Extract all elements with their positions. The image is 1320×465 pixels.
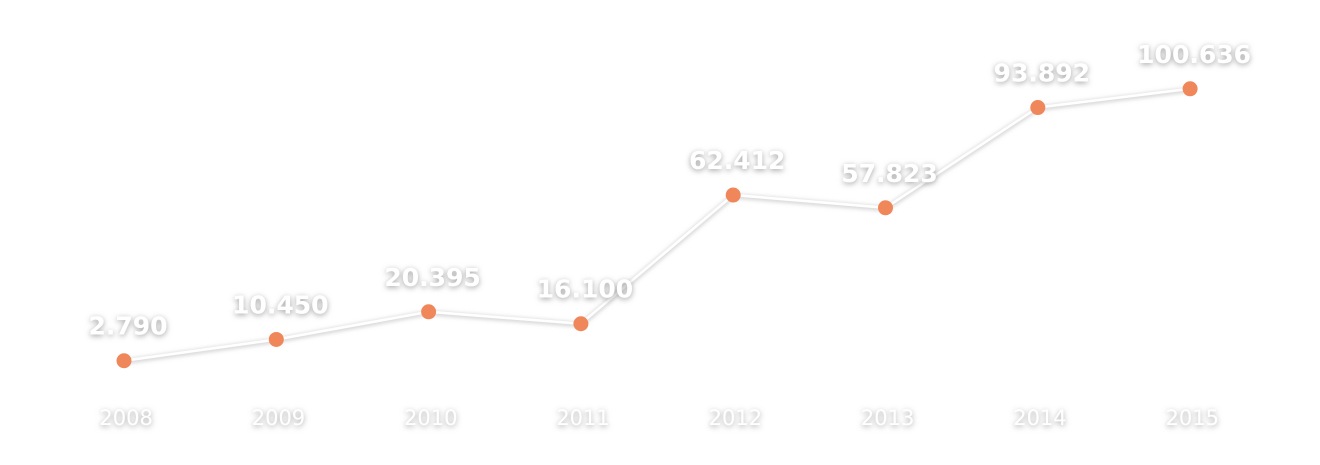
data-label: 57.823 [841,159,937,188]
data-point [268,331,284,347]
data-label: 10.450 [232,290,328,319]
x-tick-label: 2012 [709,406,762,430]
x-tick-label: 2011 [556,406,609,430]
data-point [421,304,437,320]
x-tick-label: 2008 [99,406,152,430]
x-tick-label: 2013 [861,406,914,430]
x-tick-label: 2010 [404,406,457,430]
data-label: 20.395 [384,263,480,292]
data-label: 93.892 [994,59,1090,88]
x-tick-label: 2009 [252,406,305,430]
data-point [1030,100,1046,116]
data-label: 2.790 [88,312,167,341]
data-label: 62.412 [689,146,785,175]
data-labels: 2.790 10.450 20.395 16.100 62.412 57.823 93.89… [88,40,1251,341]
data-point [116,353,132,369]
x-tick-label: 2014 [1013,406,1066,430]
data-label: 100.636 [1137,40,1251,69]
data-label: 16.100 [537,275,633,304]
data-point [1182,81,1198,97]
series-line [123,87,1191,362]
x-tick-label: 2015 [1166,406,1219,430]
data-point [725,187,741,203]
x-axis: 2008 2009 2010 2011 2012 2013 2014 2015 [30,390,1288,430]
data-point [878,200,893,216]
data-points [116,81,1198,369]
data-point [573,316,589,332]
series-line-group [123,87,1191,362]
